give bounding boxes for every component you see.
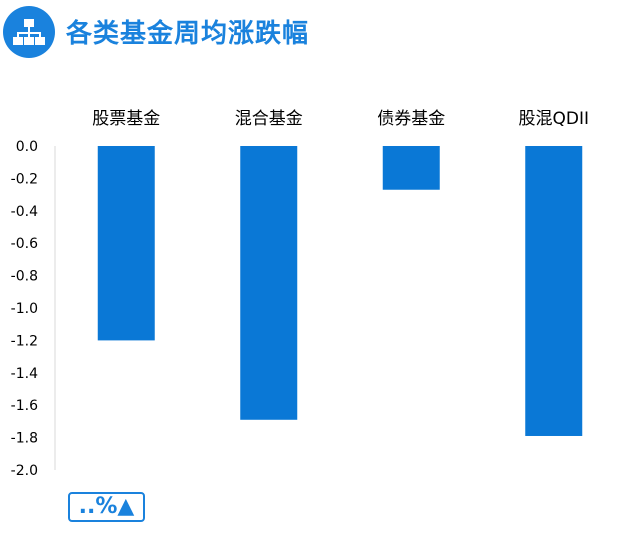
y-tick-label: -1.4 <box>11 366 38 382</box>
bar <box>382 146 440 190</box>
hierarchy-icon <box>3 6 55 58</box>
y-tick-label: -1.0 <box>11 301 38 317</box>
bar <box>97 146 155 341</box>
bar-series <box>97 146 583 436</box>
category-label: 混合基金 <box>235 109 303 129</box>
unit-badge: ..%▲ <box>68 492 145 522</box>
category-labels: 股票基金 混合基金 债券基金 股混QDII <box>92 109 589 129</box>
y-tick-label: -1.2 <box>11 333 38 349</box>
y-tick-label: -1.8 <box>11 431 38 447</box>
page-title: 各类基金周均涨跌幅 <box>66 19 310 49</box>
bar <box>525 146 583 436</box>
y-tick-label: -0.2 <box>11 171 38 187</box>
y-tick-label: -0.6 <box>11 236 38 252</box>
header: 各类基金周均涨跌幅 <box>0 0 640 66</box>
bar <box>240 146 298 420</box>
y-tick-label: -2.0 <box>11 463 38 479</box>
category-label: 股票基金 <box>92 109 160 129</box>
y-tick-label: -1.6 <box>11 398 38 414</box>
y-tick-label: 0.0 <box>16 139 38 155</box>
y-tick-labels: 0.0 -0.2 -0.4 -0.6 -0.8 -1.0 -1.2 -1.4 -1.6 -1.8 -… <box>11 139 38 479</box>
category-label: 债券基金 <box>377 109 445 129</box>
y-tick-label: -0.4 <box>11 204 38 220</box>
y-tick-label: -0.8 <box>11 269 38 285</box>
category-label: 股混QDII <box>519 109 590 129</box>
